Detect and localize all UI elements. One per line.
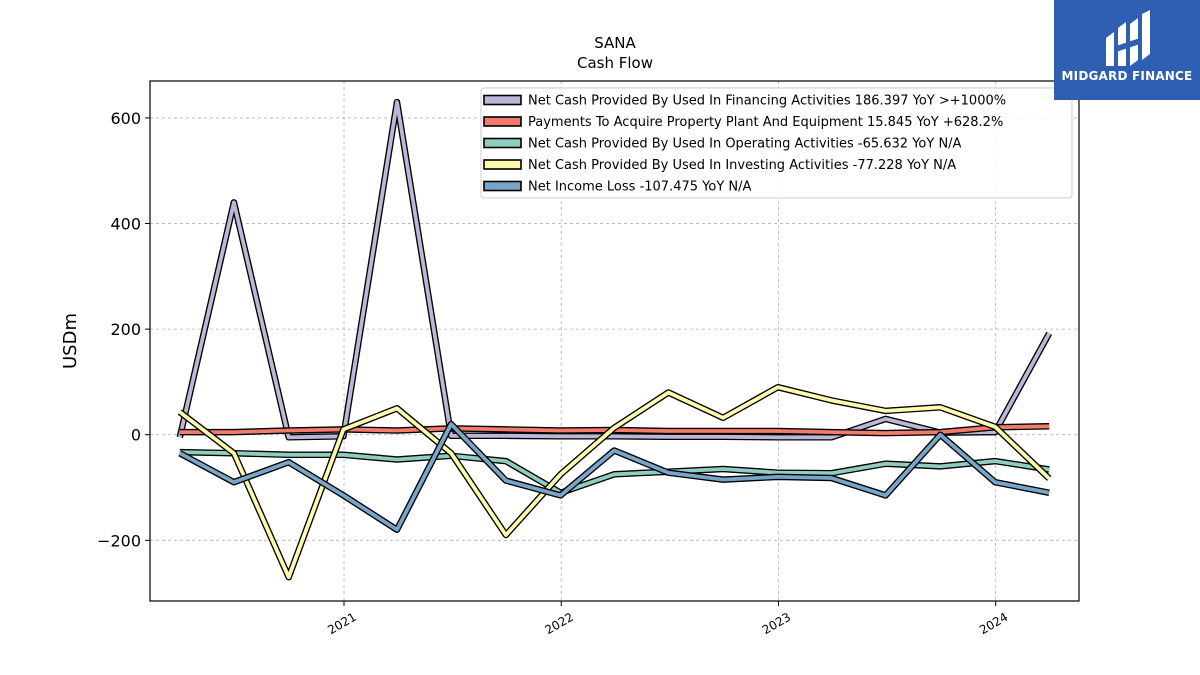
series-line <box>179 450 1050 495</box>
y-tick-label: 400 <box>110 215 141 234</box>
brand-name: MIDGARD FINANCE <box>1061 69 1193 83</box>
legend-label: Payments To Acquire Property Plant And E… <box>528 115 1003 130</box>
x-tick-label: 2021 <box>325 610 358 637</box>
legend-label: Net Income Loss -107.475 YoY N/A <box>528 180 751 195</box>
legend-item: Net Cash Provided By Used In Investing A… <box>483 158 956 173</box>
legend-swatch <box>483 94 522 106</box>
series-0 <box>176 98 1053 441</box>
chart-subtitle: Cash Flow <box>577 54 653 72</box>
x-tick-label: 2022 <box>543 610 576 637</box>
legend-swatch <box>483 137 522 149</box>
legend-label: Net Cash Provided By Used In Investing A… <box>528 158 956 173</box>
y-tick-label: 200 <box>110 320 141 339</box>
legend-item: Payments To Acquire Property Plant And E… <box>483 115 1003 130</box>
series-outline <box>177 383 1052 581</box>
legend-swatch <box>483 159 522 170</box>
series-3 <box>177 383 1052 581</box>
legend-item: Net Cash Provided By Used In Operating A… <box>483 137 962 152</box>
y-tick-label: 600 <box>110 109 141 128</box>
x-tick-label: 2023 <box>760 610 793 637</box>
legend-item: Net Income Loss -107.475 YoY N/A <box>483 180 751 195</box>
y-tick-label: −200 <box>97 531 141 550</box>
series-line <box>177 100 1051 440</box>
legend-item: Net Cash Provided By Used In Financing A… <box>483 94 1006 109</box>
legend-label: Net Cash Provided By Used In Financing A… <box>528 94 1006 109</box>
y-tick-label: 0 <box>131 426 141 445</box>
midgard-finance-logo: MIDGARD FINANCE <box>1054 0 1200 100</box>
legend-swatch <box>483 180 522 192</box>
series-line <box>178 422 1050 532</box>
y-axis-label: USDm <box>60 313 81 369</box>
series-2 <box>179 448 1050 497</box>
plot-frame <box>149 80 1080 602</box>
midgard-logo-icon <box>1106 10 1150 66</box>
series-lines <box>176 98 1053 581</box>
legend-label: Net Cash Provided By Used In Operating A… <box>528 137 962 152</box>
series-line <box>178 385 1051 580</box>
legend-swatch <box>483 116 522 127</box>
series-4 <box>178 420 1050 533</box>
x-tick-label: 2024 <box>977 610 1010 637</box>
chart-title: SANA <box>594 34 636 52</box>
legend: Net Cash Provided By Used In Financing A… <box>480 87 1073 199</box>
legend-box <box>480 87 1073 199</box>
